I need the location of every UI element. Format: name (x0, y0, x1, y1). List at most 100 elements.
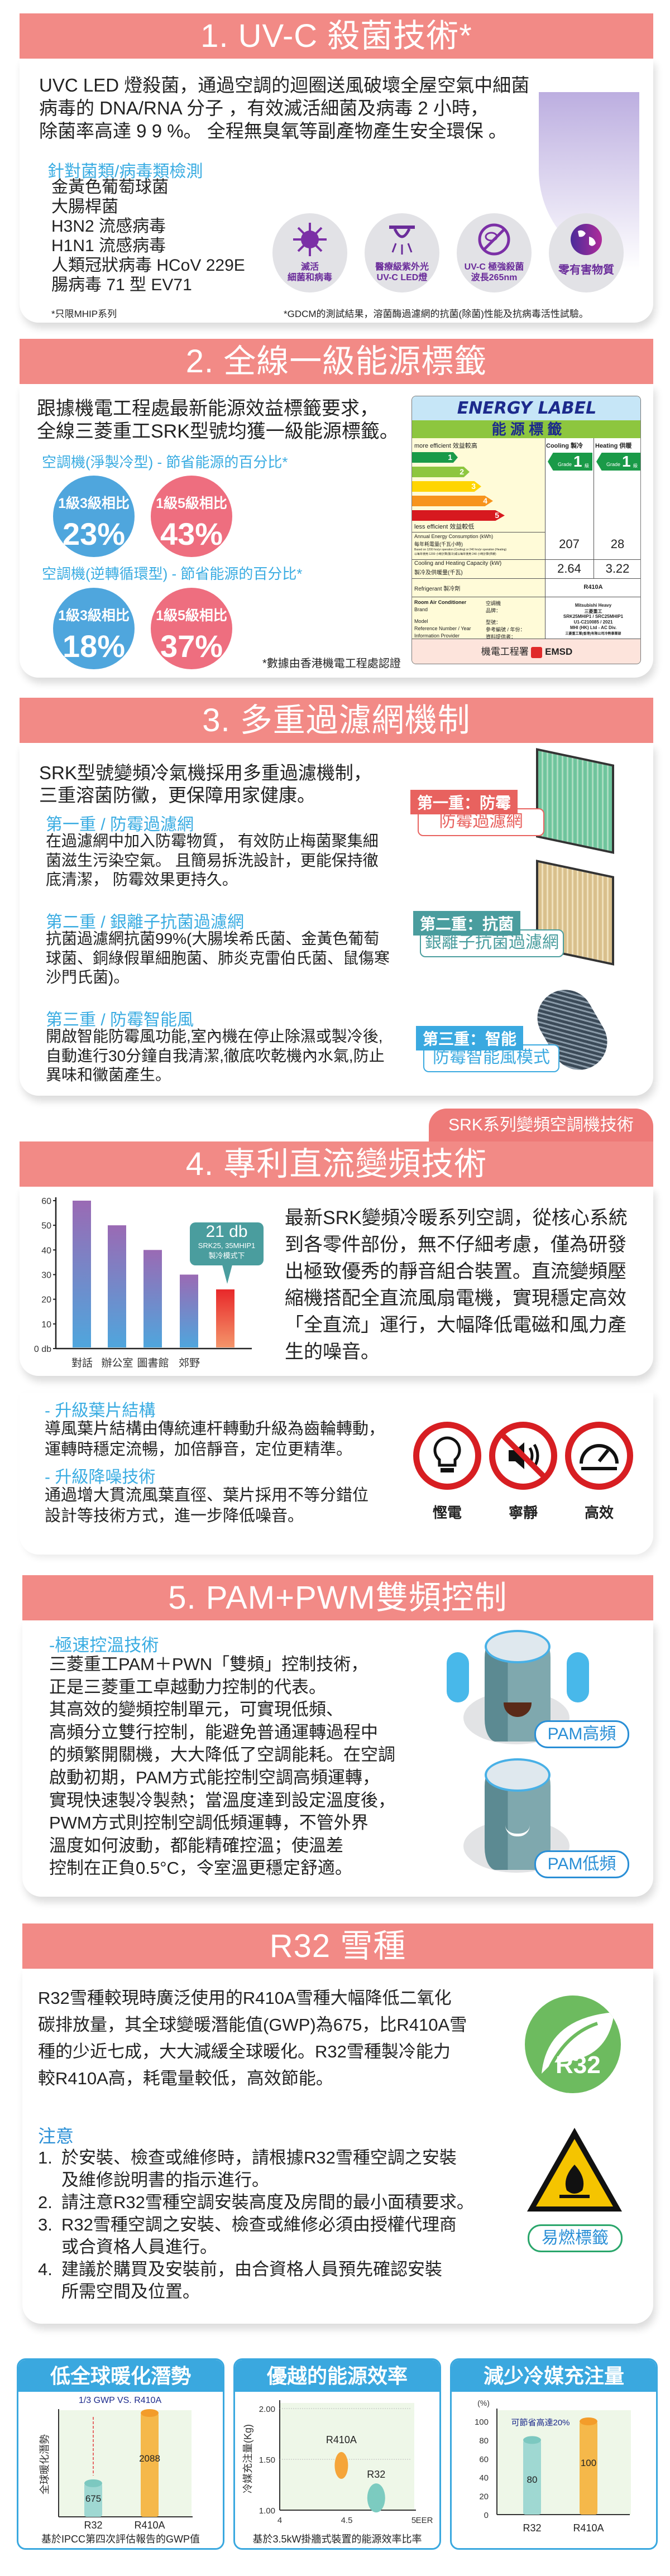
refrigerant-value: R410A (583, 584, 603, 591)
noise-callout: 21 db SRK25, 35MHIP1 製冷模式下 (190, 1222, 264, 1265)
badge-label: 慳電 (432, 1504, 462, 1521)
r32-logo-text: R32 (556, 2051, 601, 2079)
bullet-item: 人類冠狀病毒 HCoV 229E (51, 256, 245, 275)
pam-body-line: 高頻分立雙行控制，能避免普通運轉過程中 (49, 1722, 378, 1742)
notice-text: 於安裝、檢查或維修時，請根據R32雪種空調之安裝 (61, 2148, 457, 2167)
annual-label: Annual Energy Consumption (kWh) (414, 534, 494, 539)
filter-layer-text: 開啟智能防霉風功能,室內機在停止除濕或製冷後, (46, 1028, 383, 1045)
gwp-bar (141, 2413, 159, 2517)
x-tick-label: 4 (277, 2516, 282, 2525)
feature-kill-bacteria: 滅活 細菌和病毒 (272, 213, 347, 292)
grade-arrow: 1 (412, 452, 458, 463)
pam-high-label: PAM高頻 (534, 1720, 629, 1748)
bar-cap (580, 2417, 597, 2425)
feature-uv-led: 醫療級紫外光 UV-C LED燈 (365, 213, 439, 292)
leaf-icon (542, 2012, 614, 2075)
filters-body-2: 三重溶菌防黴，更保障用家健康。 (39, 785, 315, 805)
saving-value: 37% (160, 629, 223, 664)
uvc-note-left: *只限MHIP系列 (51, 309, 117, 319)
flammable-label: 易燃標籤 (528, 2224, 623, 2252)
heating-col: Heating 供暖 (595, 443, 632, 449)
filter-layer-heading: 第三重 / 防霉智能風 (46, 1011, 194, 1029)
pam-body-line: 啟動初期，PAM方式能控制空調高頻運轉， (49, 1768, 380, 1787)
notice-number: 3. (38, 2215, 52, 2234)
pam-body-line: PWM方式則控制空調低頻運轉，不管外界 (49, 1813, 368, 1833)
pam-subhead: -極速控溫技術 (49, 1635, 159, 1655)
category-label: 對話 (71, 1357, 93, 1369)
info-value: 三菱重工業(香港)有限公司冷熱事業部 (565, 632, 621, 636)
annual-cooling-value: 207 (559, 537, 580, 551)
noise-text-1: 通過增大貫流風葉直徑、葉片採用不等分錯位 (45, 1486, 369, 1504)
callout-mode: 製冷模式下 (208, 1251, 245, 1260)
emsd-footer: 機電工程署 EMSD (412, 639, 640, 664)
y-tick-label: 50 (41, 1221, 51, 1231)
y-tick-label: 80 (479, 2436, 489, 2445)
filter-layer-text: 球菌、銅綠假單細胞菌、肺炎克雷伯氏菌、鼠傷寒 (46, 949, 390, 967)
globe-icon (571, 224, 602, 255)
saving-circle: 1級5級相比 43% (151, 476, 232, 557)
gwp-bar (84, 2483, 102, 2517)
r32-body-line: 種的少近七成，大大減緩全球暖化。R32雪種製冷能力 (38, 2042, 451, 2061)
r32-logo: R32 (525, 1995, 621, 2093)
bullet-item: H3N2 流感病毒 (51, 217, 166, 236)
refrigerant-charts: 1/3 GWP VS. R410A 全球暖化潛勢 675 R32 2088 R410A 基於… (39, 2396, 631, 2545)
capacity-cooling-value: 2.64 (557, 562, 581, 575)
bullet-item: 金黃色葡萄球菌 (51, 178, 169, 196)
pam-body-line: 三菱重工PAM＋PWN「雙頻」控制技術， (49, 1654, 368, 1674)
y-tick-label: 60 (479, 2455, 489, 2464)
srk-series-tab: SRK系列變頻空調機技術 (429, 1109, 653, 1144)
filter-layer-text: 抗菌過濾網抗菌99%(大腸埃希氏菌、金黃色葡萄 (46, 930, 380, 947)
badge-label: 寧靜 (508, 1504, 538, 1521)
section-title-uvc: 1. UV-C 殺菌技術* (20, 13, 653, 59)
feature-label: 零有害物質 (558, 264, 614, 276)
x-axis-label: EER (416, 2516, 433, 2525)
noise-text-2: 設計等技術方式，進一步降低噪音。 (45, 1507, 304, 1525)
pam-body-line: 其高效的變頻控制單元，可實現低頻、 (49, 1700, 343, 1720)
info-label-zh: 空調機 (486, 601, 501, 606)
pam-body-line: 正是三菱重工卓越動力控制的代表。 (49, 1677, 326, 1697)
plot-bg (497, 2410, 631, 2515)
feature-label: 細菌和病毒 (287, 273, 332, 282)
r32-body-line: 碳排放量，其全球變暖潛能值(GWP)為675，比R410A雪 (38, 2015, 467, 2035)
r32-body-line: 較R410A高，耗電量較低，高效節能。 (38, 2069, 333, 2088)
energy-footnote: *數據由香港機電工程處認證 (262, 658, 401, 670)
callout-pointer (222, 1265, 232, 1284)
info-label: Brand (414, 607, 428, 612)
filter-layer-text: 異味和黴菌產生。 (46, 1066, 171, 1083)
category-label: 辦公室 (101, 1357, 133, 1369)
section-title-r32: R32 雪種 (22, 1923, 653, 1969)
bar-value: 100 (581, 2458, 596, 2468)
saving-circle: 1級3級相比 23% (53, 476, 135, 557)
inverter-body-line: 「全直流」運行，大幅降低電磁和風力產 (285, 1315, 626, 1336)
inverter-body-line: 到各零件部份，無不仔細考慮，僅為研發 (285, 1234, 626, 1255)
info-label-zh: 資料提供者： (486, 634, 516, 640)
y-tick-label: 0 (484, 2511, 489, 2520)
uvc-body-2: 病毒的 DNA/RNA 分子 ，有效滅活細菌及病毒 2 小時， (39, 98, 489, 118)
x-tick-label: 4.5 (341, 2516, 353, 2525)
capacity-heating-value: 3.22 (605, 562, 630, 575)
info-value: U1-C210085 / 2021 (573, 620, 613, 625)
feature-label: UV-C 極強殺菌 (464, 262, 524, 272)
info-label-zh: 參考編號 / 年份： (486, 627, 525, 632)
inverter-body-line: 縮機搭配全直流風扇電機，實現穩定高效 (285, 1288, 626, 1309)
notice-text: 所需空間及位置。 (61, 2282, 200, 2301)
section-title-filters: 3. 多重過濾網機制 (20, 698, 653, 743)
bullet-item: H1N1 流感病毒 (51, 237, 166, 255)
inverter-body-line: 最新SRK變頻冷暖系列空調，從核心系統 (285, 1207, 628, 1229)
grade-arrow: 2 (412, 467, 470, 477)
energy-body-1: 跟據機電工程處最新能源效益標籤要求， (37, 398, 379, 419)
noise-bar (108, 1225, 126, 1347)
pam-body-line: 的頻繁開關機，大大降低了空調能耗。在空調 (49, 1745, 395, 1765)
bar-value: 675 (85, 2493, 101, 2504)
bulb-icon (413, 1422, 481, 1490)
chart-subtitle: 1/3 GWP VS. R410A (79, 2396, 162, 2405)
y-tick-label: 10 (41, 1320, 51, 1330)
annual-note: Based on 1200 hrs/yr operation (Cooling)… (414, 548, 507, 551)
notice-text: R32雪種空調之安裝、檢查或維修必須由授權代理商 (61, 2215, 457, 2234)
callout-value: 21 db (205, 1222, 248, 1241)
info-label: Reference Number / Year (414, 626, 471, 631)
noise-bar (143, 1250, 162, 1347)
bar-cap (84, 2479, 102, 2487)
filter-layer-tag: 第一重：防霉 (410, 790, 518, 814)
y-axis-label: 冷媒充注量(Kg) (242, 2424, 253, 2493)
